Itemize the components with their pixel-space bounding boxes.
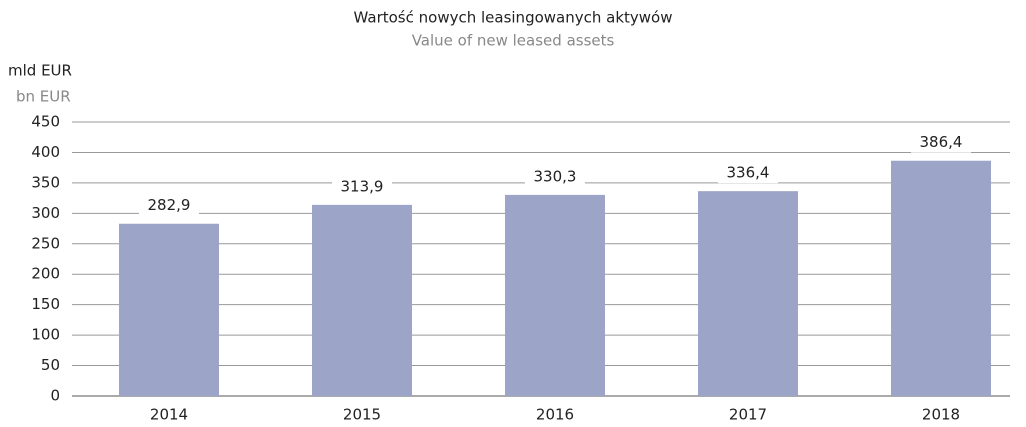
y-tick-label: 450 [31,113,60,131]
y-tick-label: 300 [31,204,60,222]
chart-title: Wartość nowych leasingowanych aktywów [354,9,673,27]
label-background [911,130,971,153]
x-tick-label: 2015 [343,406,381,424]
data-label: 313,9 [341,177,384,195]
x-tick-label: 2018 [922,406,960,424]
bar [891,160,991,396]
y-tick-label: 50 [41,356,60,374]
y-tick-label: 200 [31,265,60,283]
label-background [332,174,392,197]
y-axis-label: mld EUR [8,62,72,80]
bar [312,204,412,396]
x-tick-label: 2017 [729,406,767,424]
chart-subtitle: Value of new leased assets [412,32,615,50]
x-tick-label: 2016 [536,406,574,424]
label-background [139,193,199,216]
data-label: 282,9 [148,196,191,214]
y-tick-label: 0 [50,387,60,405]
data-label: 386,4 [920,133,963,151]
y-tick-label: 150 [31,295,60,313]
y-axis-label-secondary: bn EUR [16,88,71,106]
bar [698,191,798,396]
x-tick-label: 2014 [150,406,188,424]
data-label: 330,3 [534,167,577,185]
y-tick-label: 100 [31,326,60,344]
label-background [718,161,778,184]
y-tick-label: 350 [31,173,60,191]
label-background [525,164,585,187]
bar [119,223,219,396]
data-label: 336,4 [727,164,770,182]
y-tick-label: 250 [31,234,60,252]
y-tick-label: 400 [31,143,60,161]
bar [505,194,605,396]
